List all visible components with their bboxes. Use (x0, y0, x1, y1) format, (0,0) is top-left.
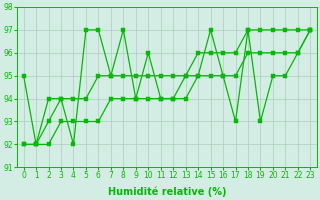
X-axis label: Humidité relative (%): Humidité relative (%) (108, 186, 226, 197)
